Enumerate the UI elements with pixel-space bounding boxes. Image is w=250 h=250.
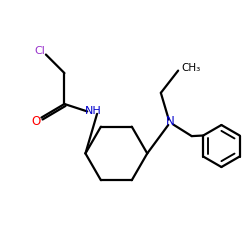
Text: NH: NH: [85, 106, 102, 117]
Text: Cl: Cl: [34, 46, 45, 56]
Text: O: O: [32, 115, 40, 128]
Text: N: N: [166, 115, 175, 128]
Text: CH₃: CH₃: [182, 63, 201, 73]
